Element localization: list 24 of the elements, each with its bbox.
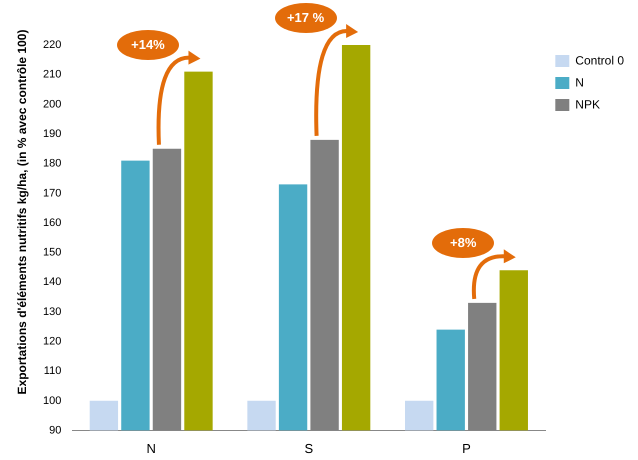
- legend-label: N: [575, 75, 584, 90]
- y-tick-label: 130: [42, 306, 62, 318]
- annotation: +14%: [116, 30, 179, 60]
- y-tick-label: 160: [42, 216, 62, 229]
- legend-label: NPK: [575, 97, 600, 112]
- y-tick-label: 140: [42, 276, 62, 288]
- y-tick-label: 180: [42, 158, 62, 170]
- x-tick-label: P: [462, 440, 471, 456]
- y-axis-title: Exportations d'éléments nutritifs kg/ha, (in % avec contrôle 100): [15, 28, 29, 396]
- text: +17 %: [274, 3, 337, 33]
- x-tick-label: S: [304, 440, 314, 456]
- y-tick-label: 210: [42, 68, 62, 81]
- y-tick-label: 120: [42, 335, 62, 348]
- y-tick-label: 170: [42, 187, 62, 200]
- legend-label: Control 0: [575, 53, 624, 68]
- x-tick-label: N: [146, 440, 156, 456]
- y-tick-label: 220: [42, 39, 62, 52]
- y-tick-label: 90: [49, 424, 62, 436]
- y-tick-label: 200: [42, 98, 62, 110]
- y-tick-label: 150: [42, 246, 62, 259]
- annotation: +8%: [432, 228, 494, 258]
- y-tick-label: 100: [42, 394, 62, 407]
- y-tick-label: 110: [44, 365, 62, 378]
- y-tick-label: 190: [42, 128, 62, 140]
